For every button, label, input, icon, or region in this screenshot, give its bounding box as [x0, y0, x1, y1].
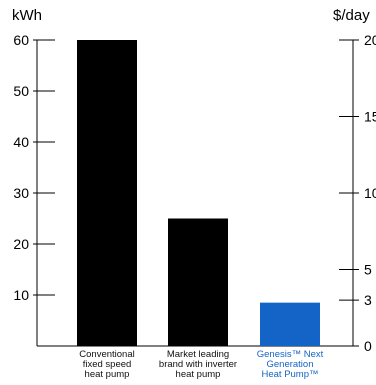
bars	[77, 40, 320, 346]
right-axis: 0 3 5 10 15 20	[339, 32, 376, 354]
bar-2	[260, 302, 320, 346]
category-label-2: Genesis™ Next Generation Heat Pump™	[257, 349, 324, 380]
category-label-1: Market leading brand with inverter heat pu…	[159, 349, 237, 380]
left-axis-unit-label: kWh	[12, 7, 42, 24]
left-tick-label-4: 50	[13, 83, 29, 99]
category-label-2-line-2: Heat Pump™	[261, 369, 318, 380]
category-label-0-line-1: fixed speed	[83, 359, 132, 370]
bar-1	[168, 218, 228, 346]
right-tick-label-0: 0	[364, 338, 372, 354]
category-label-1-line-2: heat pump	[176, 369, 221, 380]
category-label-1-line-1: brand with inverter	[159, 359, 237, 370]
right-tick-label-1: 3	[364, 292, 372, 308]
left-tick-label-5: 60	[13, 32, 29, 48]
left-tick-label-2: 30	[13, 185, 29, 201]
right-tick-label-4: 15	[364, 109, 376, 125]
right-tick-label-3: 10	[364, 185, 376, 201]
category-label-2-line-0: Genesis™ Next	[257, 349, 324, 360]
category-label-2-line-1: Generation	[266, 359, 313, 370]
left-tick-label-0: 10	[13, 287, 29, 303]
bar-0	[77, 40, 137, 346]
category-label-0-line-2: heat pump	[85, 369, 130, 380]
category-label-1-line-0: Market leading	[167, 349, 229, 360]
left-tick-label-1: 20	[13, 236, 29, 252]
category-label-0-line-0: Conventional	[79, 349, 134, 360]
right-tick-label-5: 20	[364, 32, 376, 48]
category-label-0: Conventional fixed speed heat pump	[79, 349, 134, 380]
right-tick-label-2: 5	[364, 262, 372, 278]
right-axis-unit-label: $/day	[333, 7, 370, 24]
left-tick-label-3: 40	[13, 134, 29, 150]
